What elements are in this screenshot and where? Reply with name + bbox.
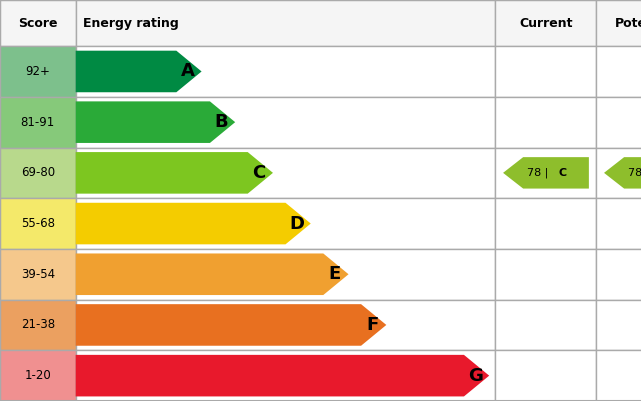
Text: 78 |: 78 |	[628, 168, 641, 178]
Bar	[495, 300, 596, 350]
Text: 92+: 92+	[26, 65, 50, 78]
Bar	[76, 148, 495, 198]
Text: B: B	[215, 113, 228, 131]
Text: Energy rating: Energy rating	[83, 16, 179, 30]
Text: G: G	[468, 367, 483, 385]
Text: A: A	[181, 63, 195, 81]
Text: C: C	[253, 164, 266, 182]
Bar	[0, 249, 76, 300]
Bar	[0, 198, 76, 249]
Bar	[597, 0, 641, 46]
Polygon shape	[76, 355, 489, 397]
Bar	[0, 300, 76, 350]
Text: 81-91: 81-91	[21, 115, 55, 129]
Bar	[495, 249, 596, 300]
Text: D: D	[289, 215, 304, 233]
Bar	[0, 350, 76, 401]
Bar	[0, 97, 76, 148]
Bar	[597, 350, 641, 401]
Text: F: F	[366, 316, 379, 334]
Text: Potential: Potential	[615, 16, 641, 30]
Bar	[0, 0, 76, 46]
Polygon shape	[76, 152, 273, 194]
Bar	[76, 249, 495, 300]
Bar	[0, 46, 76, 97]
Bar	[495, 97, 596, 148]
Bar	[495, 198, 596, 249]
Text: 78 |: 78 |	[527, 168, 559, 178]
Bar	[0, 148, 76, 198]
Polygon shape	[76, 304, 387, 346]
Text: 1-20: 1-20	[24, 369, 51, 382]
Bar	[597, 198, 641, 249]
Bar	[76, 46, 495, 97]
Polygon shape	[76, 203, 311, 244]
Text: Score: Score	[18, 16, 58, 30]
Polygon shape	[76, 253, 349, 295]
Bar	[76, 350, 495, 401]
Bar	[495, 350, 596, 401]
Bar	[76, 198, 495, 249]
Bar	[597, 148, 641, 198]
Text: C: C	[558, 168, 567, 178]
Polygon shape	[503, 157, 589, 188]
Bar	[597, 97, 641, 148]
Text: 69-80: 69-80	[21, 166, 55, 179]
Polygon shape	[76, 101, 235, 143]
Bar	[76, 0, 495, 46]
Text: 55-68: 55-68	[21, 217, 55, 230]
Bar	[495, 46, 596, 97]
Bar	[495, 0, 596, 46]
Bar	[597, 46, 641, 97]
Text: Current: Current	[519, 16, 572, 30]
Polygon shape	[604, 157, 641, 188]
Text: 21-38: 21-38	[21, 318, 55, 332]
Text: 39-54: 39-54	[21, 268, 55, 281]
Bar	[76, 300, 495, 350]
Bar	[597, 300, 641, 350]
Bar	[76, 97, 495, 148]
Bar	[495, 148, 596, 198]
Bar	[597, 249, 641, 300]
Text: E: E	[329, 265, 341, 283]
Polygon shape	[76, 51, 201, 92]
